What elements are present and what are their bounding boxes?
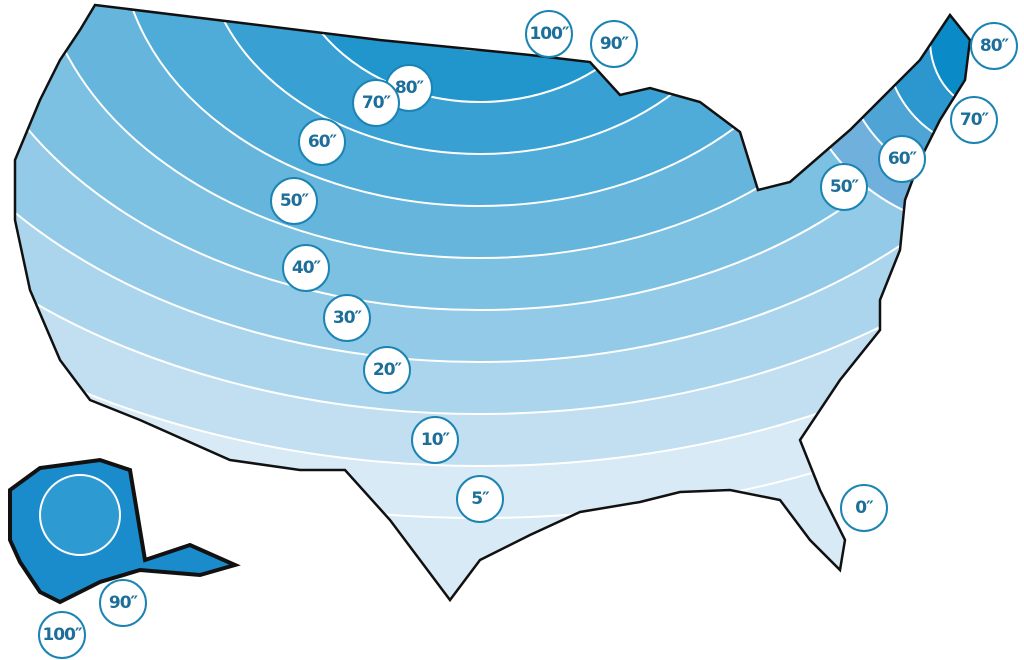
contour-label: 60″ bbox=[878, 135, 926, 183]
contour-label: 60″ bbox=[298, 118, 346, 166]
contour-label: 90″ bbox=[99, 579, 147, 627]
contour-label: 50″ bbox=[820, 163, 868, 211]
contour-label: 10″ bbox=[411, 416, 459, 464]
contour-label: 20″ bbox=[363, 346, 411, 394]
contour-label: 50″ bbox=[270, 177, 318, 225]
contour-label: 70″ bbox=[352, 79, 400, 127]
contour-label: 90″ bbox=[590, 20, 638, 68]
contour-label: 100″ bbox=[525, 10, 573, 58]
contour-label: 40″ bbox=[282, 244, 330, 292]
contour-label: 0″ bbox=[840, 484, 888, 532]
contour-label: 80″ bbox=[970, 22, 1018, 70]
contour-label: 70″ bbox=[950, 96, 998, 144]
contour-label: 5″ bbox=[456, 475, 504, 523]
contour-label: 30″ bbox=[323, 294, 371, 342]
contour-label: 100″ bbox=[38, 611, 86, 659]
